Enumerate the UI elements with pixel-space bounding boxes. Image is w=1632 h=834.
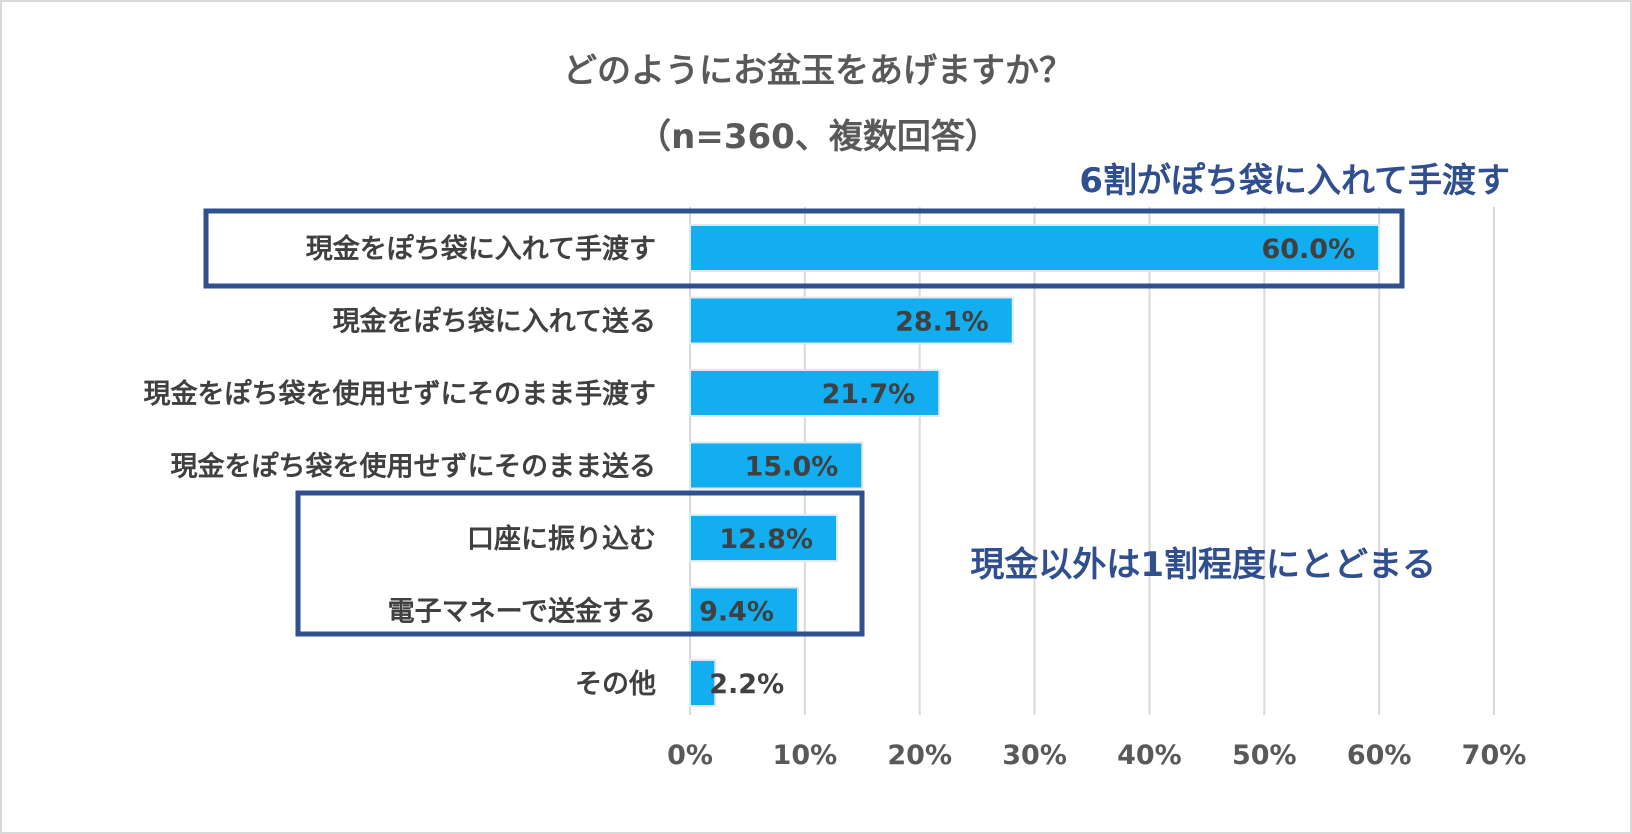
bar [689,369,941,417]
bar [689,296,1014,345]
category-label: 口座に振り込む [467,523,656,555]
category-label: 現金をぽち袋に入れて手渡す [306,233,656,265]
x-tick-label: 10% [773,740,838,771]
labels: 0% 10% 20% 30% 40% 50% 60% 70% 現金をぽち袋に入れて手渡す 60.0… [144,233,1527,771]
x-tick-label: 30% [1002,740,1067,771]
category-label: 電子マネーで送金する [388,596,656,628]
bar [689,586,799,635]
x-tick-label: 0% [667,740,713,771]
chart-subtitle: （n=360、複数回答） [637,117,999,157]
bar [689,224,1381,272]
data-label: 60.0% [1261,234,1355,265]
data-label: 2.2% [709,669,784,700]
x-tick-label: 20% [887,740,952,771]
chart-title: どのようにお盆玉をあげますか？ [563,51,1073,91]
annotation-text: 6割がぽち袋に入れて手渡す [1079,161,1510,201]
highlight-box [295,490,865,637]
bar [689,659,717,707]
gridlines [689,207,1495,715]
category-label: その他 [575,669,656,700]
category-label: 現金をぽち袋を使用せずにそのまま送る [171,451,656,483]
bars [689,224,1381,707]
bar [689,514,839,562]
x-tick-label: 70% [1462,740,1527,771]
category-label: 現金をぽち袋に入れて送る [333,306,656,338]
category-label: 現金をぽち袋を使用せずにそのまま手渡す [144,378,656,410]
data-label: 9.4% [699,597,774,628]
data-label: 28.1% [895,307,989,338]
x-tick-label: 40% [1117,740,1182,771]
annotation-text: 現金以外は1割程度にとどまる [970,545,1436,585]
data-label: 12.8% [719,524,813,555]
x-tick-label: 50% [1232,740,1297,771]
x-tick-label: 60% [1347,740,1412,771]
highlight-box [203,208,1405,289]
data-label: 15.0% [745,452,839,483]
data-label: 21.7% [822,379,916,410]
bar [689,441,864,490]
